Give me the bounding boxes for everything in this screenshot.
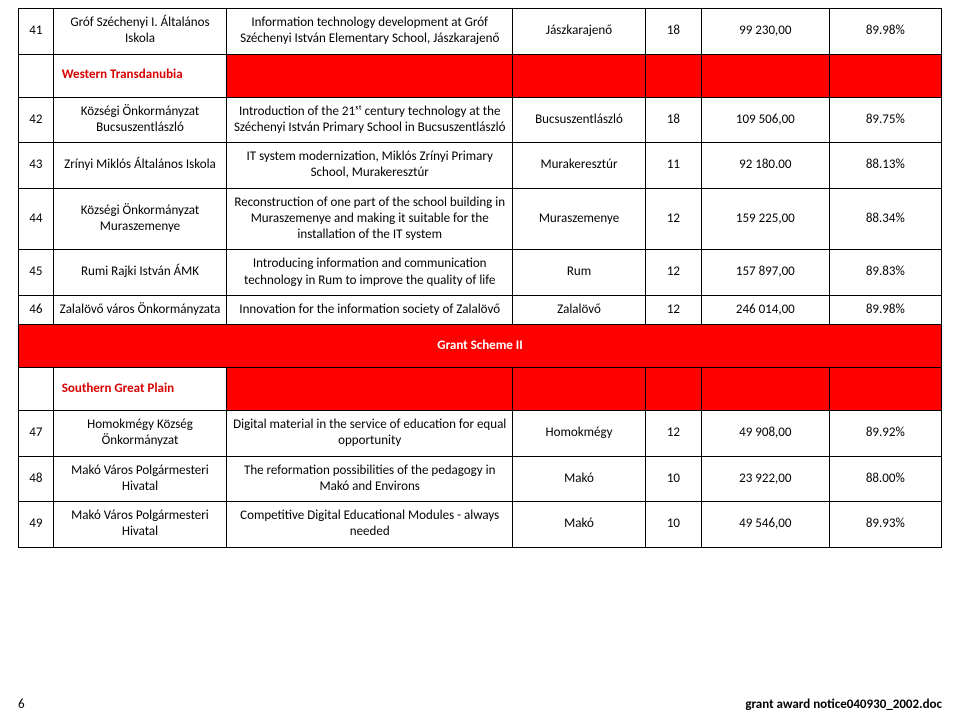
description: Innovation for the information society o… <box>227 295 513 324</box>
percentage: 89.83% <box>829 250 941 296</box>
region-label: Southern Great Plain <box>53 368 227 411</box>
row-number: 43 <box>19 143 54 189</box>
amount: 109 506,00 <box>702 97 830 143</box>
description: Information technology development at Gr… <box>227 9 513 55</box>
count: 10 <box>645 502 701 548</box>
description: Introduction of the 21ˢᵗ century technol… <box>227 97 513 143</box>
description: IT system modernization, Miklós Zrínyi P… <box>227 143 513 189</box>
percentage: 89.98% <box>829 295 941 324</box>
amount: 92 180.00 <box>702 143 830 189</box>
count: 12 <box>645 250 701 296</box>
amount: 23 922,00 <box>702 456 830 502</box>
page: 41Gróf Széchenyi I. Általános IskolaInfo… <box>0 0 960 726</box>
region-label: Western Transdanubia <box>53 54 227 97</box>
table-row: 48Makó Város Polgármesteri HivatalThe re… <box>19 456 942 502</box>
region-fill <box>227 368 513 411</box>
region-blank <box>19 54 54 97</box>
scheme-header: Grant Scheme II <box>19 325 942 368</box>
percentage: 88.13% <box>829 143 941 189</box>
organization: Makó Város Polgármesteri Hivatal <box>53 456 227 502</box>
organization: Makó Város Polgármesteri Hivatal <box>53 502 227 548</box>
count: 12 <box>645 295 701 324</box>
percentage: 89.93% <box>829 502 941 548</box>
description: Introducing information and communicatio… <box>227 250 513 296</box>
location: Makó <box>513 456 646 502</box>
amount: 99 230,00 <box>702 9 830 55</box>
footer: 6 grant award notice040930_2002.doc <box>18 697 942 712</box>
file-name: grant award notice040930_2002.doc <box>745 697 942 712</box>
count: 12 <box>645 188 701 250</box>
organization: Községi Önkormányzat Muraszemenye <box>53 188 227 250</box>
region-fill <box>702 54 830 97</box>
percentage: 88.00% <box>829 456 941 502</box>
table-row: 45Rumi Rajki István ÁMKIntroducing infor… <box>19 250 942 296</box>
table-row: 46Zalalövő város ÖnkormányzataInnovation… <box>19 295 942 324</box>
percentage: 88.34% <box>829 188 941 250</box>
table-row: 41Gróf Széchenyi I. Általános IskolaInfo… <box>19 9 942 55</box>
region-fill <box>645 54 701 97</box>
row-number: 42 <box>19 97 54 143</box>
region-fill <box>513 54 646 97</box>
region-fill <box>227 54 513 97</box>
region-blank <box>19 368 54 411</box>
amount: 246 014,00 <box>702 295 830 324</box>
location: Makó <box>513 502 646 548</box>
region-fill <box>645 368 701 411</box>
row-number: 41 <box>19 9 54 55</box>
organization: Zrínyi Miklós Általános Iskola <box>53 143 227 189</box>
count: 10 <box>645 456 701 502</box>
table-row: Southern Great Plain <box>19 368 942 411</box>
grant-table: 41Gróf Széchenyi I. Általános IskolaInfo… <box>18 8 942 548</box>
amount: 159 225,00 <box>702 188 830 250</box>
row-number: 45 <box>19 250 54 296</box>
amount: 49 908,00 <box>702 411 830 457</box>
count: 12 <box>645 411 701 457</box>
location: Rum <box>513 250 646 296</box>
description: Digital material in the service of educa… <box>227 411 513 457</box>
organization: Községi Önkormányzat Bucsuszentlászló <box>53 97 227 143</box>
row-number: 46 <box>19 295 54 324</box>
row-number: 47 <box>19 411 54 457</box>
region-fill <box>702 368 830 411</box>
table-row: Western Transdanubia <box>19 54 942 97</box>
region-fill <box>829 54 941 97</box>
location: Muraszemenye <box>513 188 646 250</box>
table-row: 49Makó Város Polgármesteri HivatalCompet… <box>19 502 942 548</box>
region-fill <box>829 368 941 411</box>
count: 18 <box>645 9 701 55</box>
organization: Zalalövő város Önkormányzata <box>53 295 227 324</box>
table-row: Grant Scheme II <box>19 325 942 368</box>
row-number: 49 <box>19 502 54 548</box>
table-row: 47Homokmégy Község ÖnkormányzatDigital m… <box>19 411 942 457</box>
count: 18 <box>645 97 701 143</box>
percentage: 89.98% <box>829 9 941 55</box>
table-row: 43Zrínyi Miklós Általános IskolaIT syste… <box>19 143 942 189</box>
row-number: 48 <box>19 456 54 502</box>
location: Jászkarajenő <box>513 9 646 55</box>
location: Homokmégy <box>513 411 646 457</box>
location: Murakeresztúr <box>513 143 646 189</box>
row-number: 44 <box>19 188 54 250</box>
page-number: 6 <box>18 697 25 712</box>
amount: 49 546,00 <box>702 502 830 548</box>
table-row: 42Községi Önkormányzat BucsuszentlászlóI… <box>19 97 942 143</box>
organization: Rumi Rajki István ÁMK <box>53 250 227 296</box>
description: The reformation possibilities of the ped… <box>227 456 513 502</box>
organization: Gróf Széchenyi I. Általános Iskola <box>53 9 227 55</box>
organization: Homokmégy Község Önkormányzat <box>53 411 227 457</box>
description: Reconstruction of one part of the school… <box>227 188 513 250</box>
description: Competitive Digital Educational Modules … <box>227 502 513 548</box>
percentage: 89.92% <box>829 411 941 457</box>
table-row: 44Községi Önkormányzat MuraszemenyeRecon… <box>19 188 942 250</box>
count: 11 <box>645 143 701 189</box>
amount: 157 897,00 <box>702 250 830 296</box>
location: Bucsuszentlászló <box>513 97 646 143</box>
location: Zalalövő <box>513 295 646 324</box>
region-fill <box>513 368 646 411</box>
percentage: 89.75% <box>829 97 941 143</box>
